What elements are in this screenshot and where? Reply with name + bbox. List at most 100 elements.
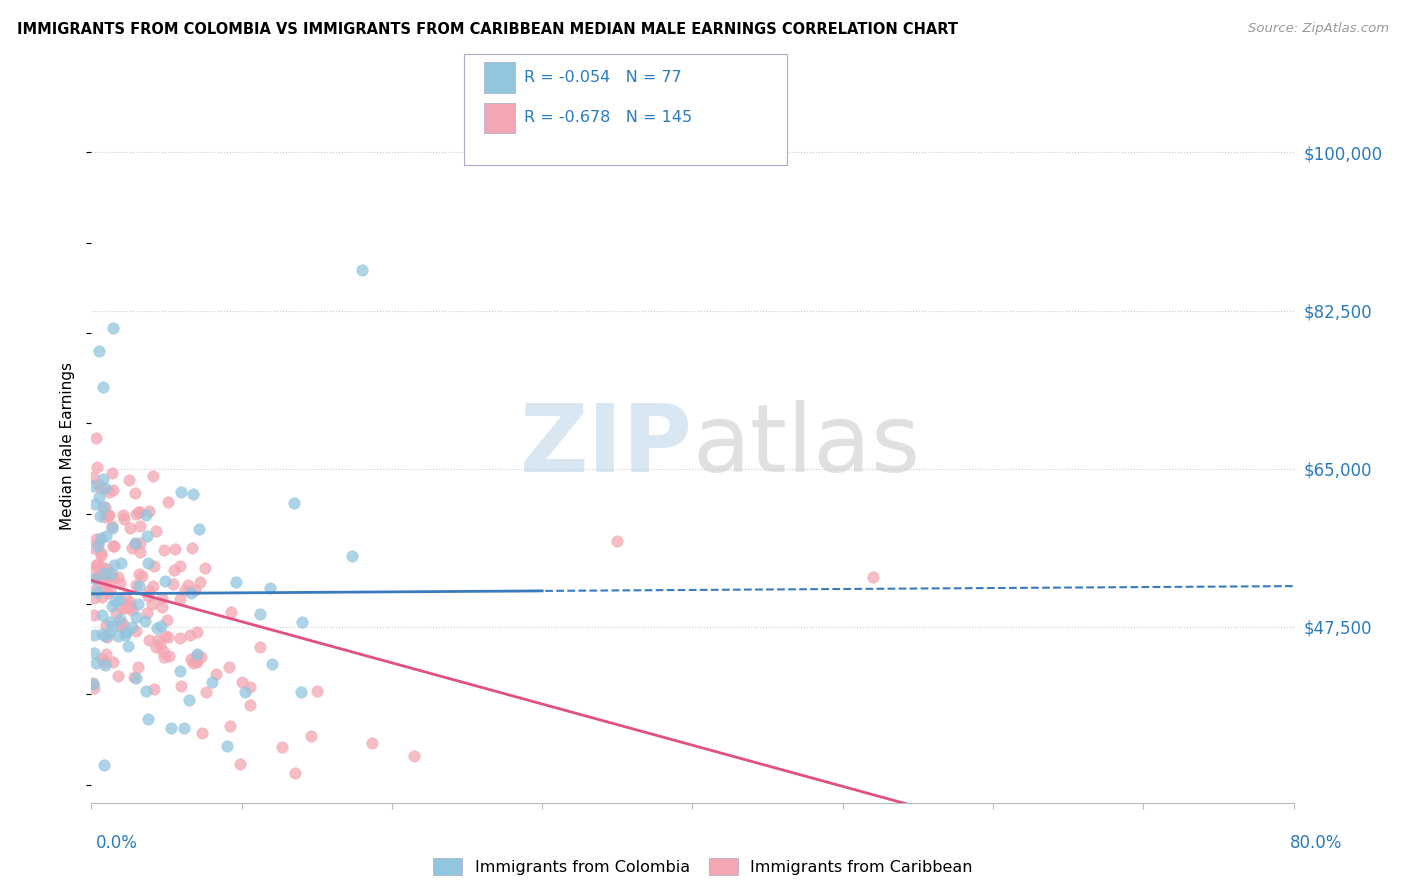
Text: 0.0%: 0.0% <box>96 834 138 852</box>
Point <box>201 674 224 689</box>
Point <box>229 757 252 772</box>
Point <box>86 571 108 585</box>
Point <box>101 571 124 585</box>
Point <box>84 572 107 586</box>
Point <box>114 589 136 603</box>
Point <box>156 613 179 627</box>
Point <box>149 638 172 652</box>
Point <box>145 524 167 538</box>
Point <box>162 577 184 591</box>
Point <box>122 670 145 684</box>
Point <box>82 470 104 484</box>
Point <box>98 582 121 597</box>
Point <box>93 482 115 496</box>
Point <box>129 536 152 550</box>
Point <box>125 624 148 638</box>
Point <box>82 541 104 556</box>
Point <box>90 607 112 622</box>
Point <box>184 583 207 598</box>
Point <box>169 559 191 574</box>
Point <box>91 575 114 590</box>
Point <box>87 558 110 572</box>
Point <box>90 546 112 560</box>
Point <box>194 561 217 575</box>
Point <box>89 564 111 578</box>
Point <box>141 598 163 612</box>
Point <box>288 816 311 830</box>
Point <box>187 522 209 536</box>
Point <box>82 676 104 690</box>
Point <box>127 660 149 674</box>
Point <box>239 680 262 694</box>
Point <box>112 511 135 525</box>
Point <box>404 748 426 763</box>
Point <box>103 558 125 572</box>
Text: R = -0.678   N = 145: R = -0.678 N = 145 <box>524 111 693 125</box>
Point <box>170 485 193 500</box>
Point <box>135 684 157 698</box>
Point <box>93 629 115 643</box>
Point <box>205 667 228 681</box>
Point <box>118 600 141 615</box>
Point <box>225 575 247 590</box>
Point <box>98 508 121 522</box>
Point <box>190 649 212 664</box>
Point <box>103 539 125 553</box>
Point <box>169 592 191 607</box>
Point <box>118 598 141 612</box>
Point <box>89 490 111 504</box>
Point <box>93 566 115 581</box>
Point <box>84 431 107 445</box>
Point <box>97 586 120 600</box>
Point <box>340 549 363 564</box>
Point <box>271 739 294 754</box>
Point <box>103 320 125 334</box>
Point <box>121 541 143 556</box>
Point <box>98 626 121 640</box>
Point <box>231 674 253 689</box>
Point <box>218 660 240 674</box>
Point <box>163 563 186 577</box>
Point <box>96 508 118 522</box>
Point <box>135 606 157 620</box>
Point <box>83 647 105 661</box>
Y-axis label: Median Male Earnings: Median Male Earnings <box>60 362 76 530</box>
Point <box>120 595 142 609</box>
Point <box>128 567 150 582</box>
Point <box>90 627 112 641</box>
Point <box>219 606 242 620</box>
Point <box>135 529 157 543</box>
Point <box>186 655 208 669</box>
Point <box>361 736 384 750</box>
Point <box>93 472 115 486</box>
Point <box>181 657 204 671</box>
Point <box>125 507 148 521</box>
Text: IMMIGRANTS FROM COLOMBIA VS IMMIGRANTS FROM CARIBBEAN MEDIAN MALE EARNINGS CORRE: IMMIGRANTS FROM COLOMBIA VS IMMIGRANTS F… <box>17 22 957 37</box>
Point <box>82 479 104 493</box>
Point <box>111 600 134 615</box>
Point <box>87 536 110 550</box>
Point <box>121 619 143 633</box>
Point <box>156 495 179 509</box>
Point <box>82 563 104 577</box>
Point <box>145 640 167 654</box>
Point <box>283 496 305 510</box>
Point <box>177 577 200 591</box>
Point <box>124 486 146 500</box>
Point <box>142 469 165 483</box>
Point <box>299 729 322 743</box>
Point <box>169 665 191 679</box>
Legend: Immigrants from Colombia, Immigrants from Caribbean: Immigrants from Colombia, Immigrants fro… <box>429 854 977 880</box>
Point <box>136 556 159 570</box>
Point <box>101 466 124 480</box>
Point <box>86 459 108 474</box>
Point <box>89 531 111 545</box>
Point <box>150 591 173 606</box>
Point <box>94 509 117 524</box>
Point <box>120 521 142 535</box>
Point <box>83 607 105 622</box>
Point <box>284 766 307 780</box>
Point <box>114 627 136 641</box>
Point <box>101 521 124 535</box>
Point <box>115 625 138 640</box>
